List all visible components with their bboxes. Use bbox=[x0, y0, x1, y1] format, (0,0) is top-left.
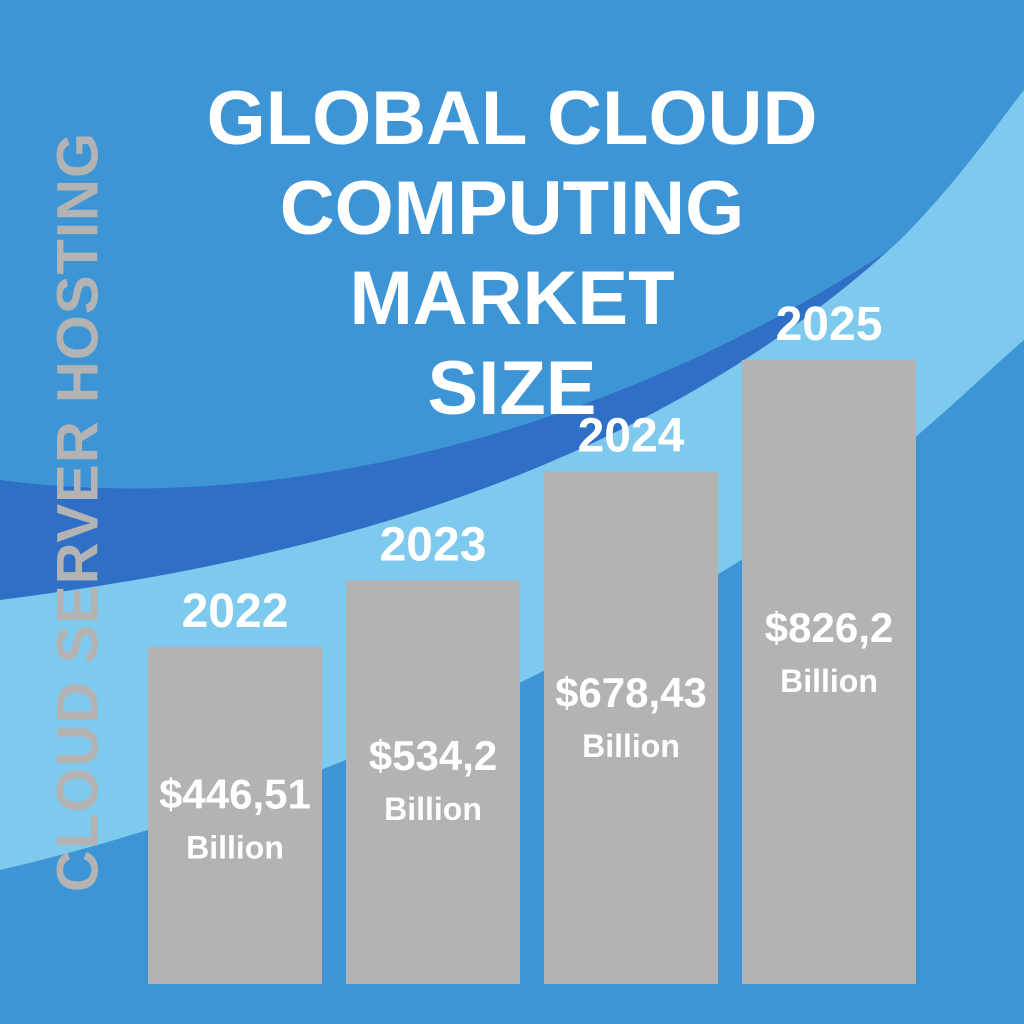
category-label-2025: 2025 bbox=[776, 298, 883, 351]
category-label-2022: 2022 bbox=[182, 585, 289, 638]
value-label-2023: $534,2 bbox=[369, 732, 497, 779]
category-label-2024: 2024 bbox=[578, 410, 685, 463]
unit-label-2024: Billion bbox=[582, 728, 680, 764]
bar-2024 bbox=[544, 471, 718, 985]
value-label-2025: $826,2 bbox=[765, 604, 893, 651]
chart-title: GLOBAL CLOUD COMPUTING MARKET SIZE bbox=[112, 74, 912, 434]
category-label-2023: 2023 bbox=[380, 519, 487, 572]
bar-2025 bbox=[742, 359, 916, 984]
value-label-2024: $678,43 bbox=[555, 669, 707, 716]
unit-label-2023: Billion bbox=[384, 791, 482, 827]
bar-2023 bbox=[346, 580, 520, 984]
title-line-1: GLOBAL CLOUD bbox=[206, 76, 818, 161]
unit-label-2022: Billion bbox=[186, 829, 284, 865]
unit-label-2025: Billion bbox=[780, 663, 878, 699]
title-line-2: COMPUTING MARKET bbox=[279, 166, 745, 341]
bar-2022 bbox=[148, 646, 322, 984]
value-label-2022: $446,51 bbox=[159, 770, 311, 817]
title-line-3: SIZE bbox=[427, 346, 597, 431]
